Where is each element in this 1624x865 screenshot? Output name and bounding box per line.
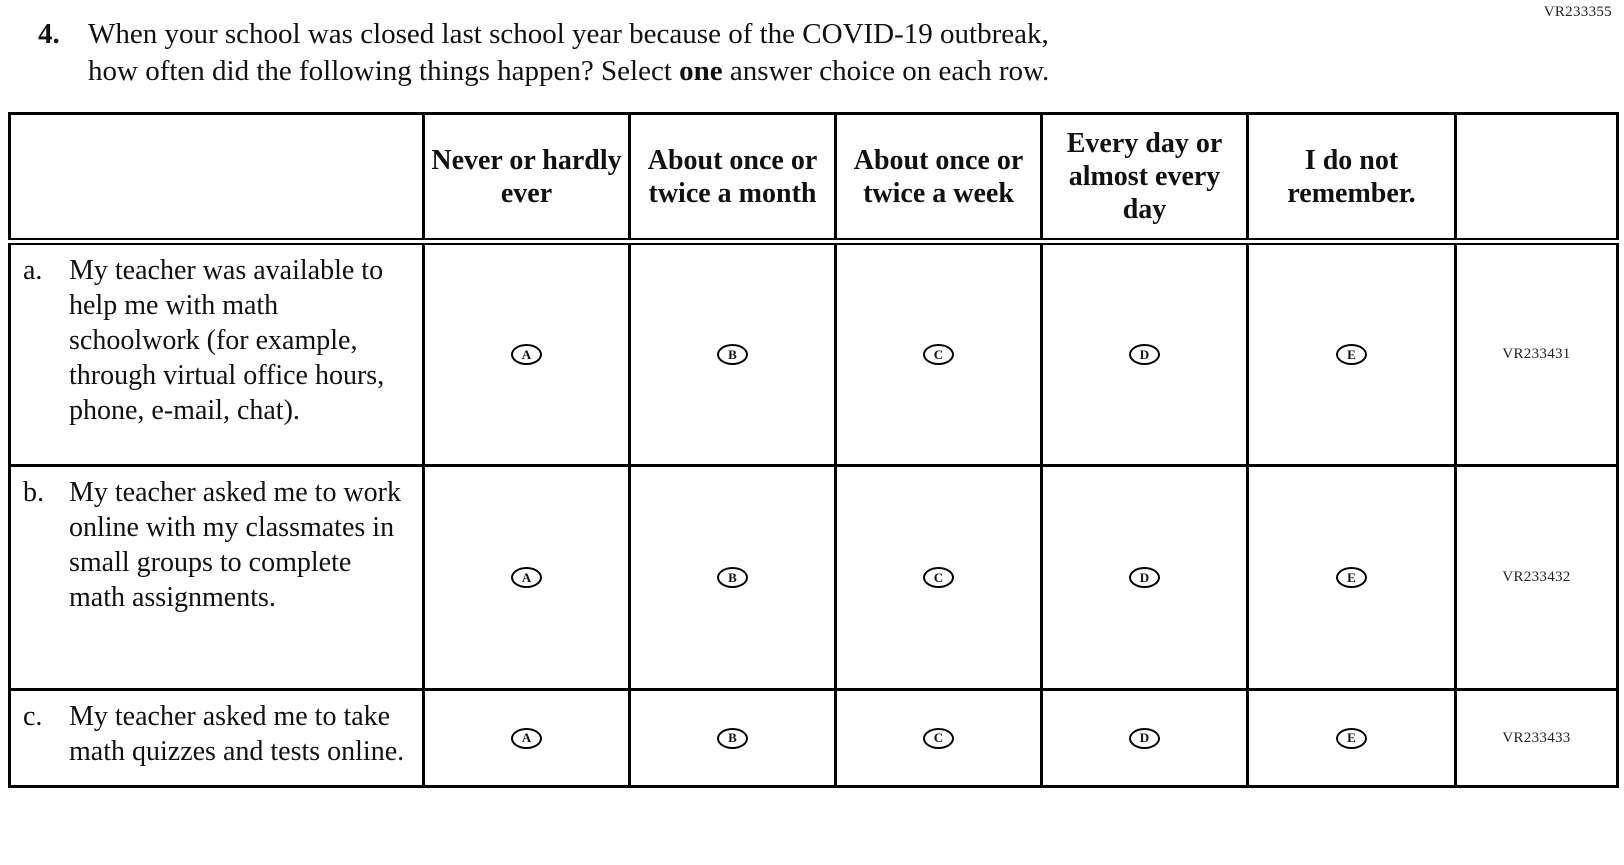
row-c-cell-d: D — [1040, 688, 1249, 788]
row-a-letter: a. — [23, 255, 43, 286]
bubble-letter: A — [521, 730, 532, 745]
question-line2-before: how often did the following things happe… — [88, 55, 680, 87]
row-a-cell-d: D — [1040, 240, 1249, 467]
row-b-cell-e: E — [1246, 464, 1457, 691]
bubble-letter: C — [933, 730, 944, 745]
row-b-cell-c: C — [834, 464, 1043, 691]
row-a-cell-a: A — [422, 240, 631, 467]
answer-bubble-b[interactable]: B — [717, 727, 748, 749]
row-b-text: My teacher asked me to work online with … — [69, 477, 401, 613]
header-once-month: About once or twice a month — [628, 112, 837, 245]
question: 4. When your school was closed last scho… — [0, 16, 1624, 90]
bubble-letter: E — [1347, 569, 1356, 585]
table-row-a: a. My teacher was available to help me w… — [8, 240, 1619, 467]
question-number: 4. — [38, 18, 60, 50]
question-bold-word: one — [679, 55, 723, 87]
row-b-letter: b. — [23, 477, 44, 508]
bubble-letter: D — [1139, 569, 1150, 585]
bubble-letter: A — [521, 569, 532, 585]
row-c-cell-c: C — [834, 688, 1043, 788]
question-line1: When your school was closed last school … — [88, 18, 1049, 50]
answer-bubble-c[interactable]: C — [923, 727, 954, 749]
header-do-not-remember: I do not remember. — [1246, 112, 1457, 245]
row-a-cell-e: E — [1246, 240, 1457, 467]
table-row-b: b. My teacher asked me to work online wi… — [8, 464, 1619, 691]
bubble-letter: E — [1347, 346, 1356, 362]
table-row-c: c. My teacher asked me to take math quiz… — [8, 688, 1619, 788]
row-b-cell-a: A — [422, 464, 631, 691]
header-empty-code — [1454, 112, 1619, 245]
answer-bubble-b[interactable]: B — [717, 344, 748, 365]
row-c-text: My teacher asked me to take math quizzes… — [69, 701, 405, 767]
header-every-day: Every day or almost every day — [1040, 112, 1249, 245]
row-c-cell-e: E — [1246, 688, 1457, 788]
row-a-text: My teacher was available to help me with… — [69, 255, 385, 426]
row-a-stem: a. My teacher was available to help me w… — [8, 240, 425, 467]
bubble-letter: D — [1139, 346, 1150, 362]
bubble-letter: A — [521, 346, 532, 362]
bubble-letter: B — [728, 730, 737, 745]
row-a-cell-c: C — [834, 240, 1043, 467]
answer-bubble-e[interactable]: E — [1336, 567, 1367, 588]
header-empty-stem — [8, 112, 425, 245]
row-b-cell-b: B — [628, 464, 837, 691]
header-row: Never or hardly ever About once or twice… — [8, 112, 1619, 245]
form-code: VR233355 — [1543, 4, 1612, 20]
bubble-letter: C — [933, 346, 944, 362]
row-c-cell-b: B — [628, 688, 837, 788]
row-b-cell-d: D — [1040, 464, 1249, 691]
answer-bubble-d[interactable]: D — [1129, 727, 1160, 749]
question-line2-after: answer choice on each row. — [722, 55, 1050, 87]
answer-bubble-d[interactable]: D — [1129, 344, 1160, 365]
answer-bubble-e[interactable]: E — [1336, 344, 1367, 365]
question-text: When your school was closed last school … — [88, 16, 1049, 90]
answer-bubble-c[interactable]: C — [923, 567, 954, 588]
row-c-cell-a: A — [422, 688, 631, 788]
row-b-stem: b. My teacher asked me to work online wi… — [8, 464, 425, 691]
bubble-letter: D — [1139, 730, 1150, 745]
row-b-code: VR233432 — [1454, 464, 1619, 691]
answer-bubble-a[interactable]: A — [511, 567, 542, 588]
header-never: Never or hardly ever — [422, 112, 631, 245]
header-once-week: About once or twice a week — [834, 112, 1043, 245]
answer-bubble-e[interactable]: E — [1336, 727, 1367, 749]
bubble-letter: E — [1347, 730, 1356, 745]
bubble-letter: B — [728, 346, 737, 362]
row-c-code: VR233433 — [1454, 688, 1619, 788]
row-a-cell-b: B — [628, 240, 837, 467]
answer-bubble-a[interactable]: A — [511, 344, 542, 365]
answer-bubble-b[interactable]: B — [717, 567, 748, 588]
answer-bubble-d[interactable]: D — [1129, 567, 1160, 588]
answer-grid: Never or hardly ever About once or twice… — [8, 112, 1619, 788]
row-a-code: VR233431 — [1454, 240, 1619, 467]
bubble-letter: C — [933, 569, 944, 585]
bubble-letter: B — [728, 569, 737, 585]
row-c-letter: c. — [23, 701, 43, 732]
answer-bubble-c[interactable]: C — [923, 344, 954, 365]
row-c-stem: c. My teacher asked me to take math quiz… — [8, 688, 425, 788]
answer-bubble-a[interactable]: A — [511, 727, 542, 749]
